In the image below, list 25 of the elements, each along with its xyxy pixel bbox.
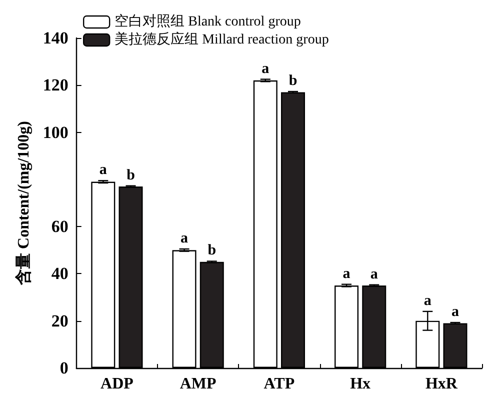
data-label: a (99, 162, 108, 178)
data-label: b (288, 73, 298, 90)
legend-label: 美拉德反应组 Millard reaction group (114, 32, 329, 48)
x-tick-label: Hx (350, 376, 371, 392)
y-tick-label: 40 (51, 264, 68, 284)
y-tick-label: 100 (42, 122, 68, 142)
data-label: a (342, 266, 351, 282)
x-tick-label: HxR (425, 376, 458, 392)
data-label: a (262, 60, 270, 77)
x-tick-label: ATP (264, 376, 295, 392)
y-tick-label: 20 (51, 311, 68, 330)
data-label: a (180, 230, 189, 246)
y-axis-title: 含量 Content/(mg/100g) (14, 121, 32, 286)
data-label: a (424, 292, 432, 309)
y-tick-label: 60 (51, 217, 68, 236)
y-tick-label: 0 (60, 358, 68, 378)
data-label: a (451, 304, 460, 320)
data-label: a (370, 266, 378, 282)
data-label: b (126, 167, 135, 184)
x-tick-label: AMP (180, 376, 217, 392)
y-tick-label: 120 (42, 76, 68, 95)
legend-label: 空白对照组 Blank control group (114, 14, 301, 30)
x-tick-label: ADP (100, 376, 134, 392)
y-tick-label: 140 (42, 28, 68, 48)
data-label: b (208, 242, 216, 259)
